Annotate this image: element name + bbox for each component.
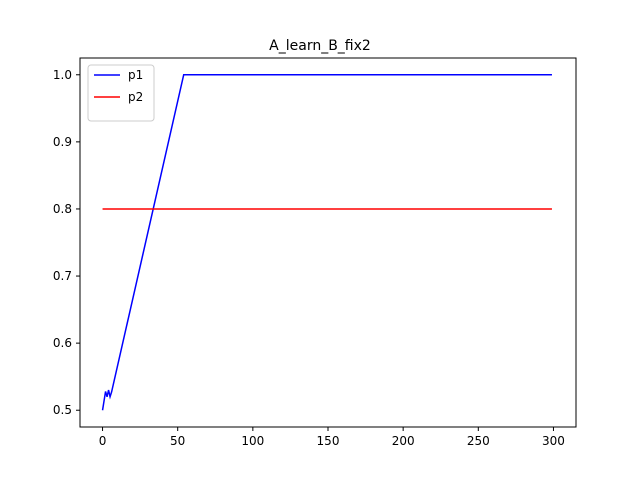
x-tick-label: 150 xyxy=(317,434,340,448)
chart-title: A_learn_B_fix2 xyxy=(269,38,371,54)
y-tick-label: 0.8 xyxy=(53,202,72,216)
y-axis-ticks: 0.5 0.6 0.7 0.8 0.9 1.0 xyxy=(53,68,80,417)
x-tick-label: 100 xyxy=(241,434,264,448)
legend-label-p1: p1 xyxy=(128,68,143,82)
x-axis-ticks: 0 50 100 150 200 250 300 xyxy=(99,427,565,448)
y-tick-label: 1.0 xyxy=(53,68,72,82)
x-tick-label: 50 xyxy=(170,434,185,448)
series-line-p1 xyxy=(101,74,552,411)
legend-box xyxy=(87,64,155,122)
series-layer xyxy=(101,74,552,411)
y-tick-label: 0.7 xyxy=(53,269,72,283)
legend-label-p2: p2 xyxy=(128,90,143,104)
x-tick-label: 250 xyxy=(467,434,490,448)
y-tick-label: 0.9 xyxy=(53,135,72,149)
y-tick-label: 0.6 xyxy=(53,336,72,350)
y-tick-label: 0.5 xyxy=(53,403,72,417)
x-tick-label: 200 xyxy=(392,434,415,448)
x-tick-label: 300 xyxy=(542,434,565,448)
legend: p1 p2 xyxy=(87,64,155,122)
x-tick-label: 0 xyxy=(99,434,107,448)
